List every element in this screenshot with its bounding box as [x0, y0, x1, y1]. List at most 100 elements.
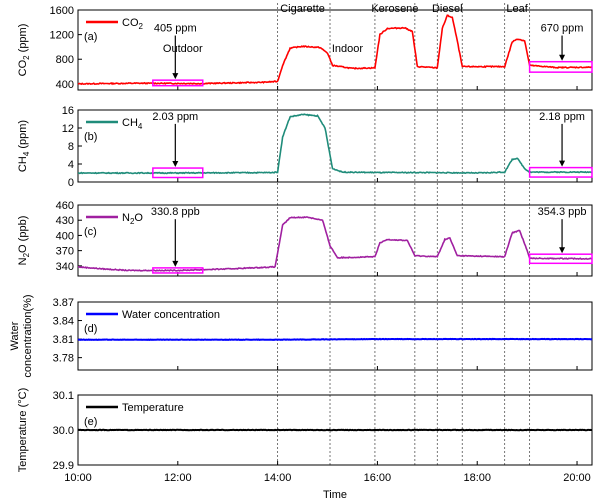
y-axis-label-unit: (ppm) [17, 24, 29, 56]
legend-label-main: Water concentration [122, 309, 220, 321]
y-axis-label-sub: 2 [22, 252, 31, 257]
event-label: Cigarette [280, 3, 325, 15]
y-axis-label-unit: O (ppb) [17, 216, 29, 253]
series-line [77, 337, 593, 341]
event-label: Diesel [432, 3, 463, 15]
annotation-label: 354.3 ppb [538, 206, 587, 218]
x-tick-label: 12:00 [164, 472, 192, 484]
panel-temp: 29.9 30.0 30.1 Temperature (°C) (e) Temperatu… [17, 388, 593, 472]
annotation-label: 670 ppm [541, 23, 584, 35]
y-axis-label-line: Water [9, 321, 21, 350]
y-tick-label: 4 [68, 159, 74, 171]
panel-label: (e) [84, 416, 97, 428]
y-axis-label-line: Temperature (°C) [17, 388, 29, 472]
annotation-label: 330.8 ppb [151, 206, 200, 218]
annotation-label: 2.03 ppm [152, 111, 198, 123]
series-line [78, 113, 593, 175]
y-axis-label: Waterconcentration(%) [9, 294, 34, 377]
legend-label: CO2 [122, 17, 144, 31]
y-tick-label: 3.87 [53, 297, 74, 309]
panel-frame [77, 301, 593, 371]
y-tick-label: 430 [56, 215, 74, 227]
y-axis-label: N2O (ppb) [17, 216, 31, 266]
y-tick-label: 340 [56, 261, 74, 273]
annotation-label: 2.18 ppm [539, 111, 585, 123]
annotation-box [152, 267, 204, 274]
y-tick-label: 1600 [50, 5, 74, 17]
y-tick-label: 12 [62, 123, 74, 135]
y-axis-label: Temperature (°C) [17, 388, 29, 472]
legend-label: Temperature [122, 402, 184, 414]
panel-frame [77, 204, 593, 277]
x-tick-label: 16:00 [364, 472, 392, 484]
annotation-arrowhead [559, 247, 566, 254]
legend-label-sub: 4 [138, 122, 143, 131]
panel-label: (b) [84, 131, 97, 143]
annotation-box [528, 166, 593, 178]
y-tick-label: 0 [68, 177, 74, 189]
legend-label-sub: 2 [130, 217, 135, 226]
annotation-arrowhead [559, 54, 566, 61]
y-tick-label: 30.1 [53, 390, 74, 402]
y-tick-label: 400 [56, 230, 74, 242]
event-layer: Outdoor Cigarette Indoor Kerosene Diesel Leaf [163, 3, 531, 465]
series-line [77, 14, 593, 86]
annotation-arrowhead [172, 161, 179, 168]
annotation-arrowhead [559, 160, 566, 167]
panel-label: (d) [84, 323, 97, 335]
annotation-box [152, 167, 204, 179]
legend-label-main: CH [122, 117, 138, 129]
annotation-label: 405 ppm [154, 23, 197, 35]
y-tick-label: 400 [56, 79, 74, 91]
y-tick-label: 29.9 [53, 460, 74, 472]
event-label: Leaf [506, 3, 528, 15]
y-tick-label: 460 [56, 200, 74, 212]
legend-label: CH4 [122, 117, 143, 131]
legend-label-main: Temperature [122, 402, 184, 414]
panel-label: (c) [84, 226, 97, 238]
panel-frame [77, 9, 593, 91]
event-label: Kerosene [371, 3, 418, 15]
annotation-arrowhead [172, 260, 179, 267]
event-label: Indoor [332, 43, 364, 55]
y-axis-label-sub: 2 [22, 55, 31, 60]
legend-label-sub: 2 [139, 22, 144, 31]
y-tick-label: 800 [56, 54, 74, 66]
y-tick-label: 1200 [50, 30, 74, 42]
x-tick-label: 14:00 [264, 472, 292, 484]
y-tick-label: 3.78 [53, 353, 74, 365]
legend-label: Water concentration [122, 309, 220, 321]
y-axis-label-main: CH [17, 156, 29, 172]
panel-water: 3.78 3.81 3.84 3.87 Waterconcentration(%) (d)… [9, 294, 593, 378]
series-line [77, 216, 593, 272]
y-axis-label-line: concentration(%) [22, 294, 34, 377]
y-axis-label-unit: (ppm) [17, 120, 29, 152]
panel-label: (a) [84, 31, 97, 43]
y-axis-label-sub: 4 [22, 151, 31, 156]
x-axis: 10:00 12:00 14:00 16:00 18:00 20:00 Time [64, 472, 591, 501]
y-axis-label: CH4 (ppm) [17, 120, 31, 172]
y-tick-label: 3.84 [53, 316, 74, 328]
legend-label-tail: O [134, 212, 143, 224]
x-tick-label: 20:00 [563, 472, 591, 484]
annotation-box [152, 79, 204, 87]
annotation-arrowhead [172, 73, 179, 80]
annotation-box [528, 60, 593, 73]
y-axis-label: CO2 (ppm) [17, 24, 31, 77]
y-tick-label: 16 [62, 105, 74, 117]
legend-label-main: CO [122, 17, 139, 29]
legend-label: N2O [122, 212, 143, 226]
y-tick-label: 3.81 [53, 334, 74, 346]
legend-label-main: N [122, 212, 130, 224]
x-tick-label: 10:00 [64, 472, 92, 484]
y-axis-label-main: CO [17, 59, 29, 76]
x-tick-label: 18:00 [463, 472, 491, 484]
y-tick-label: 8 [68, 141, 74, 153]
event-label: Outdoor [163, 43, 203, 55]
y-tick-label: 30.0 [53, 425, 74, 437]
